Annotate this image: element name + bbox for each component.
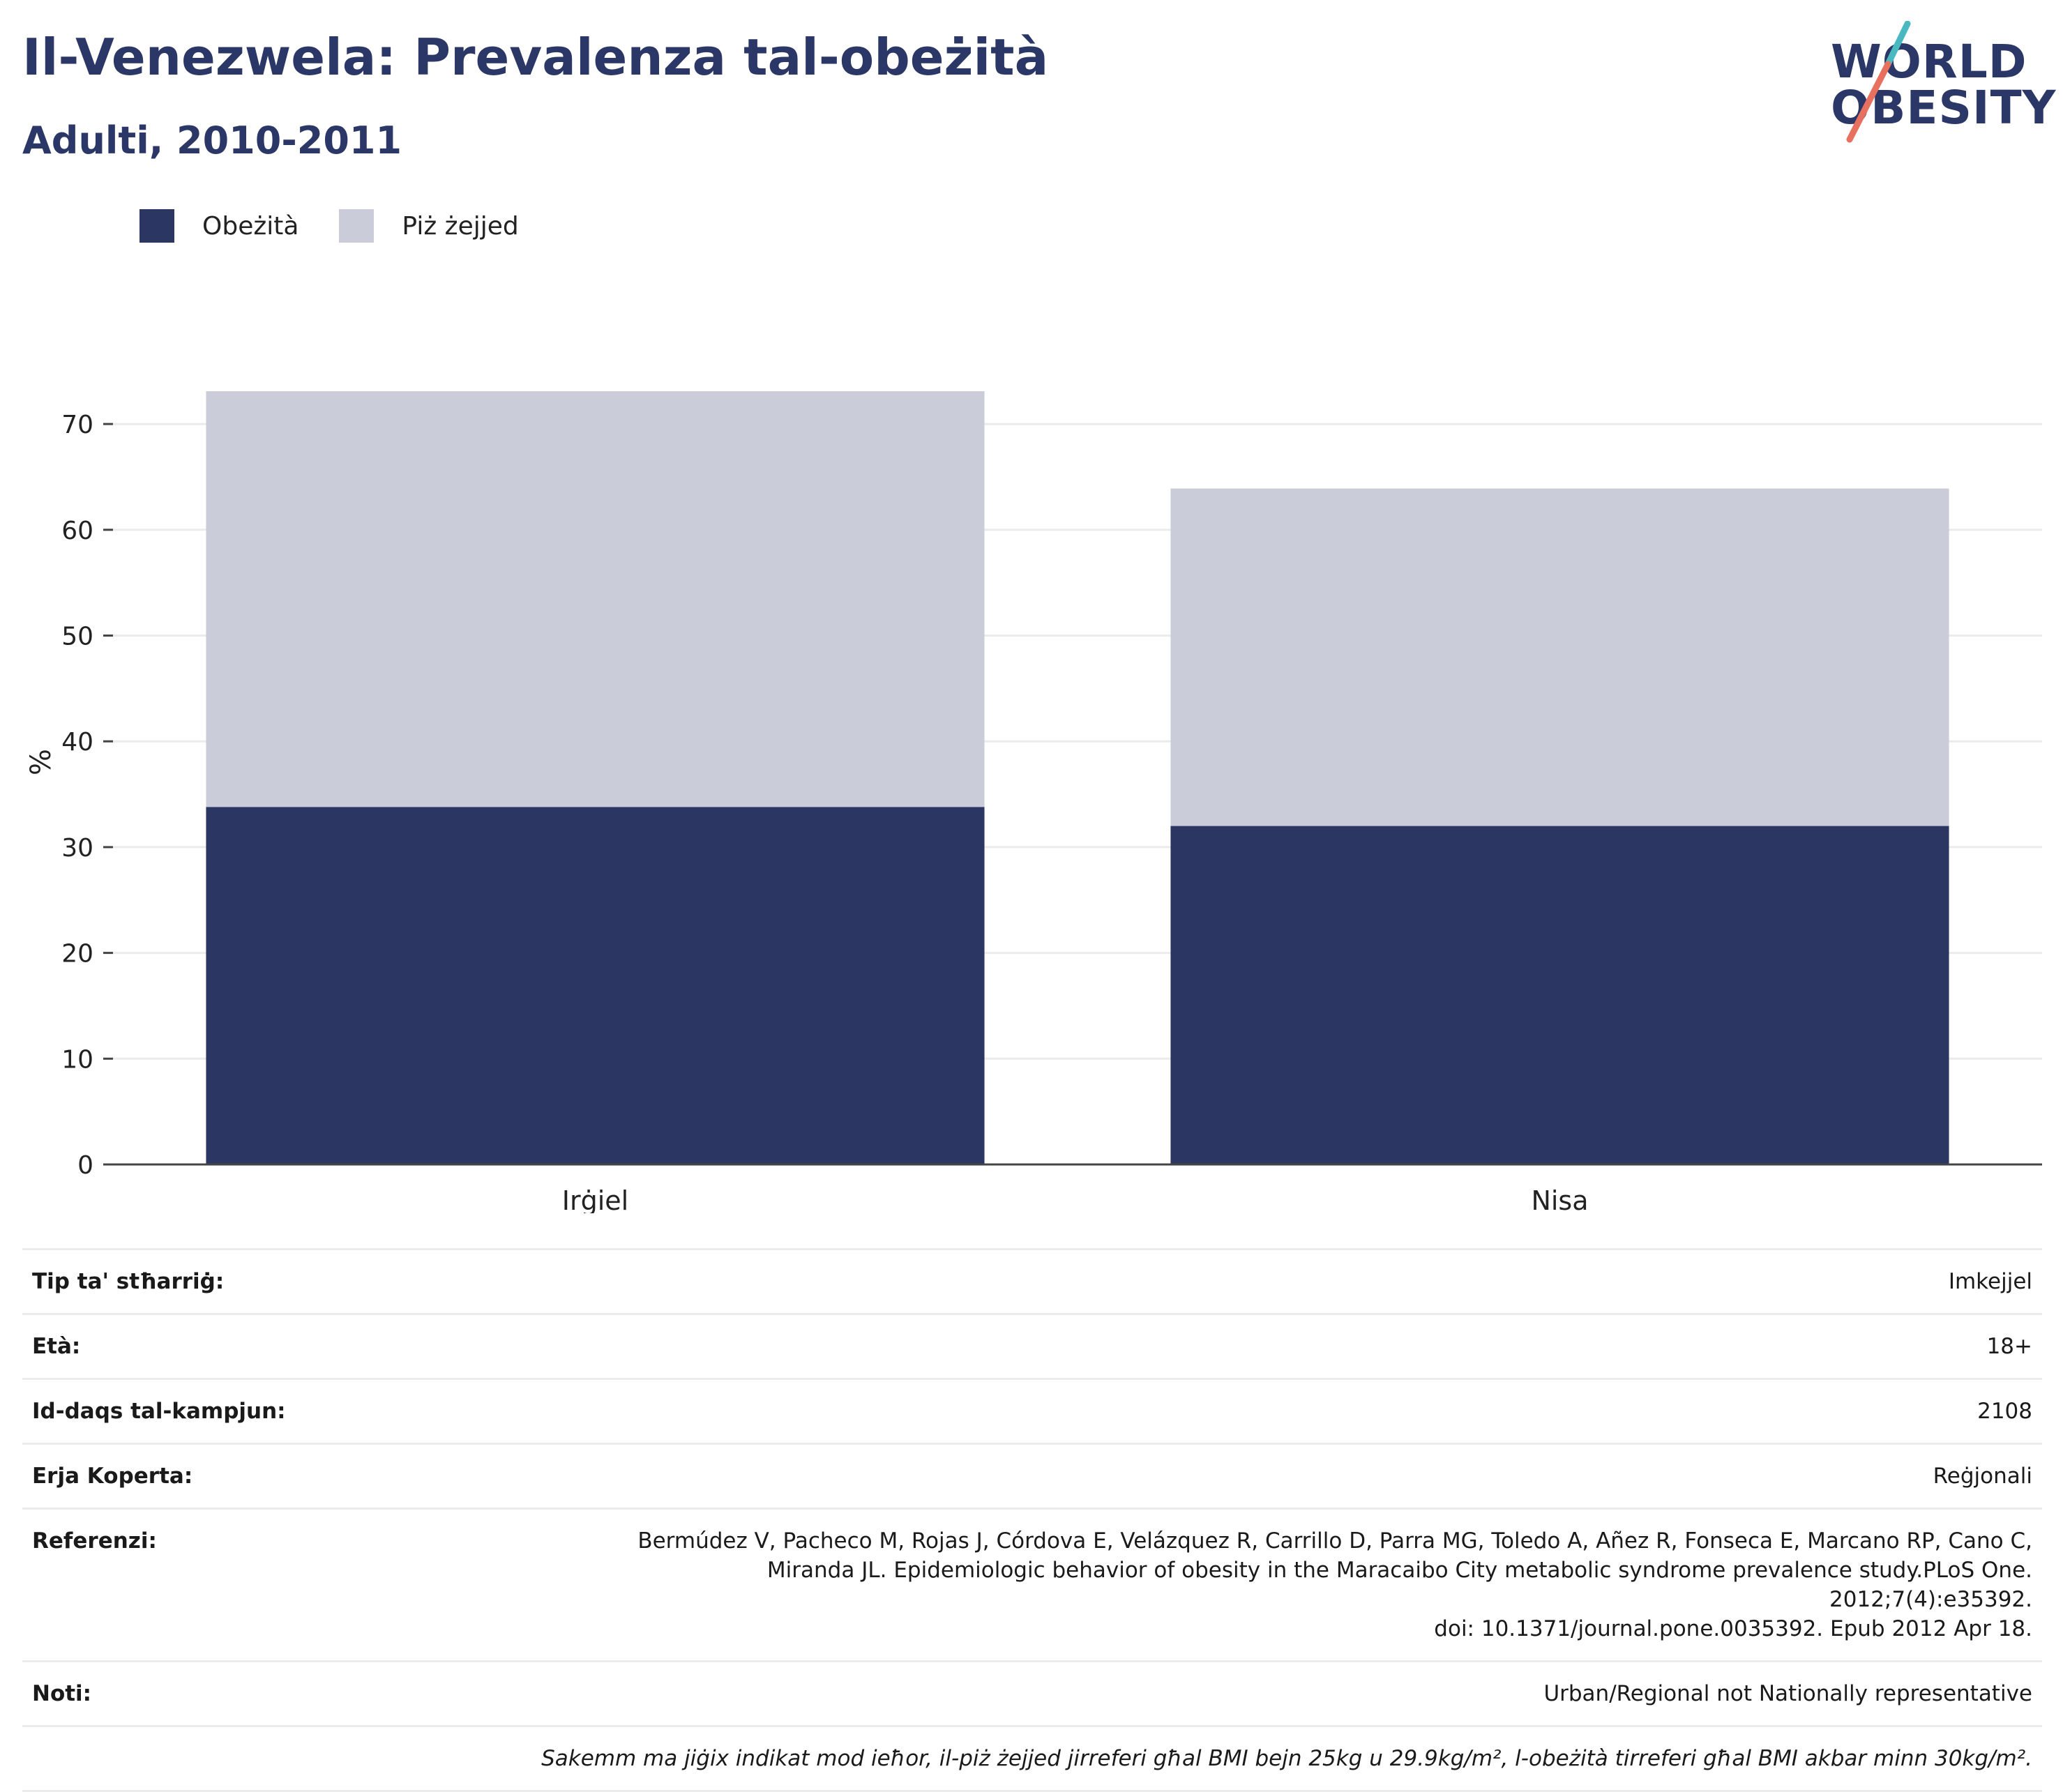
y-tick-label: 60 [61,517,93,545]
info-value: 18+ [1986,1334,2032,1359]
info-label: Id-daqs tal-kampjun: [32,1399,286,1424]
info-value: Reġjonali [1933,1464,2032,1489]
info-value: 2108 [1977,1399,2032,1424]
stacked-bar-chart: 0 10 20 30 40 50 60 70% Irġiel Nisa [25,391,2042,1213]
chart-legend: Obeżità Piż żejjed [139,209,559,243]
legend-label-obesity: Obeżità [202,211,299,241]
legend-item-overweight[interactable]: Piż żejjed [339,209,519,243]
reference-line: Miranda JL. Epidemiologic behavior of ob… [766,1558,2032,1612]
info-row-notes: Noti: Urban/Regional not Nationally repr… [22,1660,2042,1725]
info-row-references: Referenzi: Bermúdez V, Pacheco M, Rojas … [22,1508,2042,1660]
y-tick-label: 30 [61,834,93,863]
y-axis-label: % [25,749,57,775]
x-tick-label: Irġiel [562,1185,628,1213]
reference-line: doi: 10.1371/journal.pone.0035392. Epub … [1434,1616,2032,1641]
legend-swatch-overweight [339,209,375,243]
info-row-area-covered: Erja Koperta: Reġjonali [22,1443,2042,1508]
world-obesity-logo: WORLD OBESITY [1820,21,2055,146]
bar-segment [1170,488,1949,826]
info-label: Tip ta' stħarriġ: [32,1269,225,1294]
bmi-footnote: Sakemm ma jiġix indikat mod ieħor, il-pi… [541,1746,2032,1771]
info-row-footnote: Sakemm ma jiġix indikat mod ieħor, il-pi… [22,1725,2042,1792]
logo-slash-icon [1846,21,1911,143]
info-row-age: Età: 18+ [22,1313,2042,1378]
x-tick-label: Nisa [1531,1185,1588,1213]
info-value: Imkejjel [1948,1269,2032,1294]
legend-item-obesity[interactable]: Obeżità [139,209,299,243]
info-label: Referenzi: [32,1528,157,1554]
chart-title: Il-Venezwela: Prevalenza tal-obeżità [22,28,1049,86]
reference-citation[interactable]: Bermúdez V, Pacheco M, Rojas J, Córdova … [596,1526,2032,1643]
info-row-survey-type: Tip ta' stħarriġ: Imkejjel [22,1248,2042,1313]
info-label: Età: [32,1334,81,1359]
y-tick-label: 20 [61,940,93,969]
bar-segment [206,807,985,1164]
y-tick-label: 0 [77,1151,93,1180]
legend-swatch-obesity [139,209,174,243]
chart-subtitle: Adulti, 2010-2011 [22,119,402,162]
y-tick-label: 40 [61,728,93,757]
legend-label-overweight: Piż żejjed [402,211,519,241]
y-tick-label: 50 [61,623,93,651]
reference-line: Bermúdez V, Pacheco M, Rojas J, Córdova … [637,1528,2032,1554]
y-tick-label: 10 [61,1045,93,1074]
y-tick-label: 70 [61,411,93,439]
info-row-sample-size: Id-daqs tal-kampjun: 2108 [22,1378,2042,1443]
info-value: Urban/Regional not Nationally representa… [1543,1681,2032,1706]
bar-segment [1170,826,1949,1164]
bar-segment [206,391,985,807]
info-label: Erja Koperta: [32,1464,193,1489]
info-label: Noti: [32,1681,92,1706]
logo-text-line1: WORLD [1831,35,2027,89]
info-table: Tip ta' stħarriġ: Imkejjel Età: 18+ Id-d… [22,1248,2042,1792]
